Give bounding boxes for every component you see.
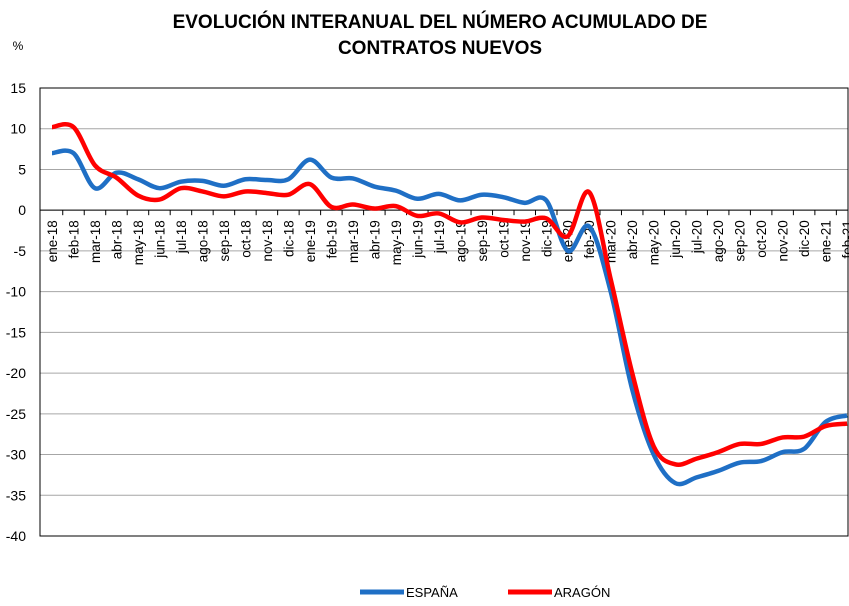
x-tick-label: may-19 (389, 220, 404, 265)
x-tick-label: sep-19 (475, 220, 490, 261)
x-tick-label: nov-20 (776, 220, 791, 261)
x-tick-label: jul-18 (174, 220, 189, 254)
x-tick-label: feb-21 (840, 220, 849, 258)
plot-frame (39, 87, 849, 537)
y-tick-label: -25 (6, 406, 26, 422)
x-tick-label: ago-18 (195, 220, 210, 262)
legend-label: ARAGÓN (554, 585, 610, 600)
x-tick-label: oct-19 (496, 220, 511, 258)
y-tick-label: -15 (6, 324, 26, 340)
x-tick-label: nov-18 (260, 220, 275, 261)
chart-title: EVOLUCIÓN INTERANUAL DEL NÚMERO ACUMULAD… (173, 11, 708, 33)
y-tick-label: 0 (18, 202, 26, 218)
y-tick-label: 5 (18, 161, 26, 177)
x-tick-label: jun-20 (668, 220, 683, 259)
x-tick-label: jun-19 (410, 220, 425, 259)
x-tick-label: sep-18 (217, 220, 232, 261)
y-tick-label: -10 (6, 284, 26, 300)
x-tick-label: oct-20 (754, 220, 769, 258)
x-tick-label: jul-19 (432, 220, 447, 254)
legend-label: ESPAÑA (406, 585, 458, 600)
x-tick-label: jul-20 (690, 220, 705, 254)
x-tick-label: abr-19 (367, 220, 382, 259)
y-tick-label: -40 (6, 528, 26, 544)
x-tick-label: dic-19 (539, 220, 554, 257)
y-tick-label: -30 (6, 447, 26, 463)
chart-title: CONTRATOS NUEVOS (338, 38, 542, 59)
x-tick-label: mar-19 (346, 220, 361, 263)
x-tick-label: feb-19 (324, 220, 339, 258)
x-tick-label: dic-18 (281, 220, 296, 257)
x-tick-label: feb-18 (66, 220, 81, 258)
x-tick-label: ene-21 (819, 220, 834, 262)
y-tick-label: -35 (6, 487, 26, 503)
y-tick-label: 10 (10, 121, 26, 137)
x-tick-label: ago-19 (453, 220, 468, 262)
x-tick-label: sep-20 (733, 220, 748, 261)
line-series (51, 122, 848, 467)
x-tick-label: ago-20 (711, 220, 726, 262)
y-axis-label: % (13, 39, 24, 53)
x-tick-label: may-18 (131, 220, 146, 265)
x-tick-label: mar-20 (604, 220, 619, 263)
line-series (51, 148, 848, 487)
x-tick-label: may-20 (647, 220, 662, 265)
x-tick-label: ene-19 (303, 220, 318, 262)
x-tick-label: ene-18 (45, 220, 60, 262)
y-tick-label: -20 (6, 365, 26, 381)
x-tick-label: jun-18 (152, 220, 167, 259)
x-tick-label: abr-18 (109, 220, 124, 259)
x-tick-label: mar-18 (88, 220, 103, 263)
x-tick-label: dic-20 (797, 220, 812, 257)
y-tick-label: 15 (10, 80, 26, 96)
y-tick-label: -5 (14, 243, 27, 259)
x-tick-label: abr-20 (625, 220, 640, 259)
x-tick-label: oct-18 (238, 220, 253, 258)
x-tick-label: nov-19 (518, 220, 533, 261)
